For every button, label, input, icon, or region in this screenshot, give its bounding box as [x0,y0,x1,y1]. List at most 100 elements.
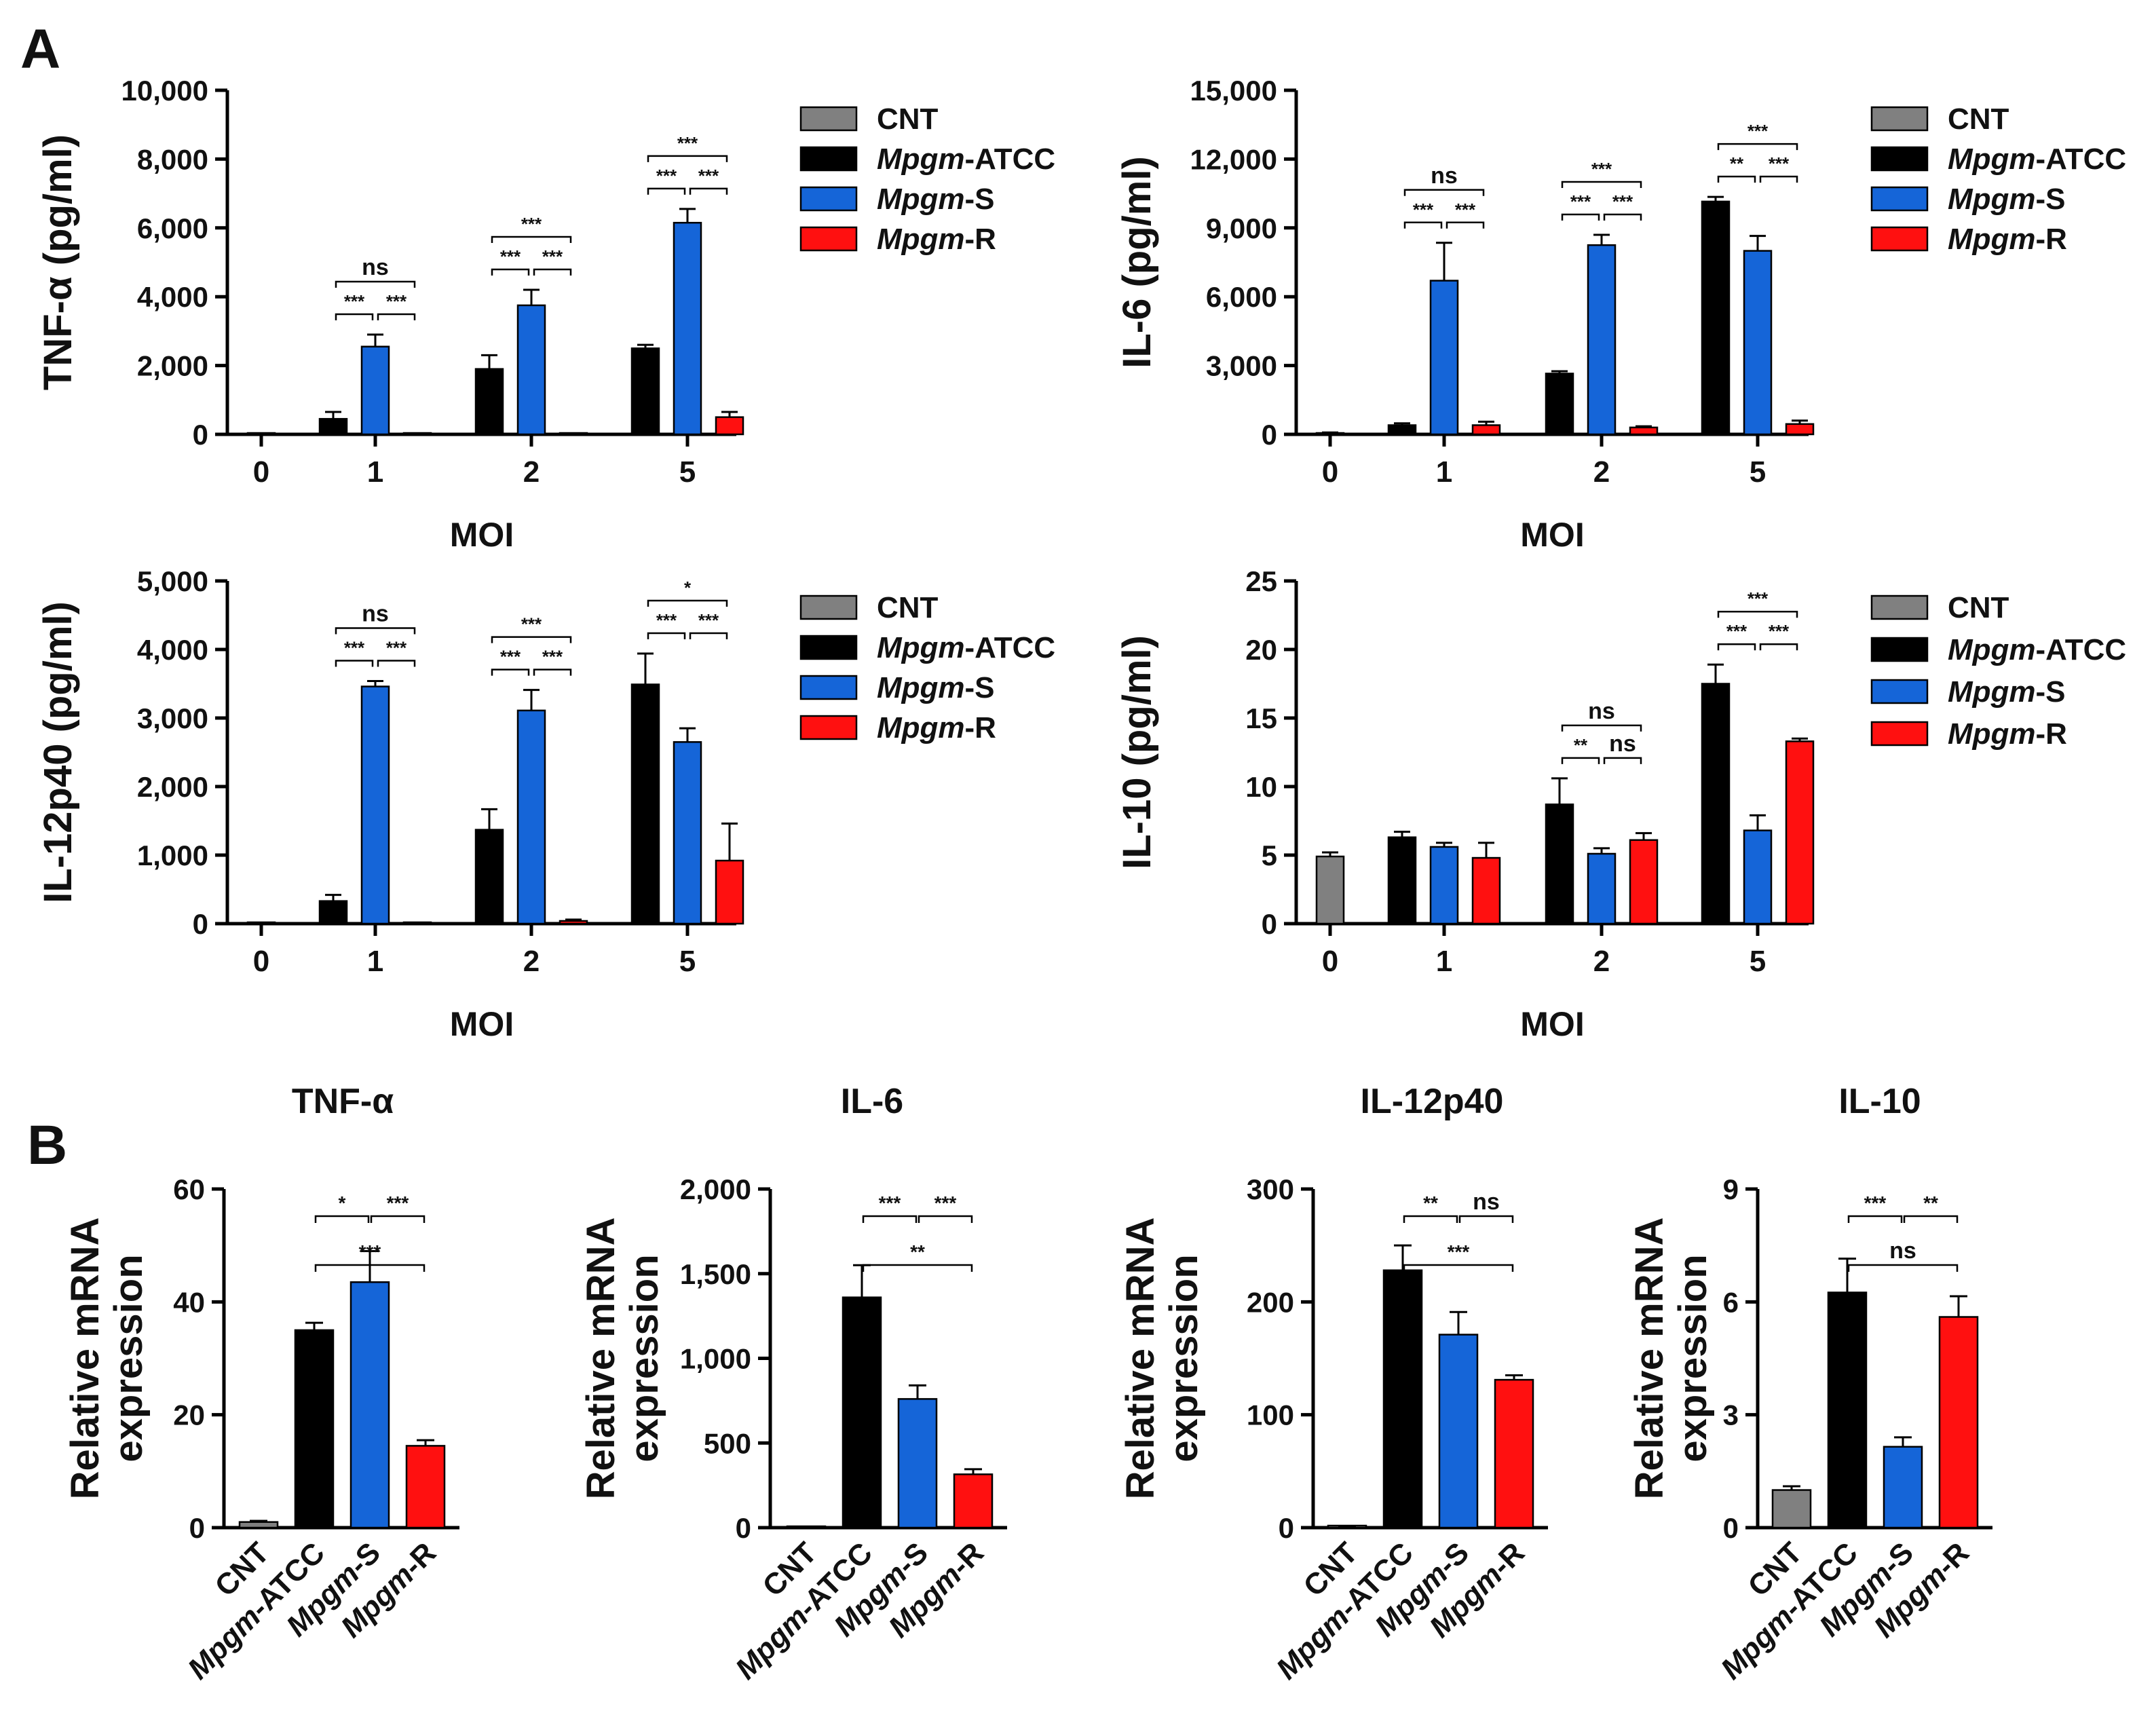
y-tick-label: 0 [1262,908,1277,940]
y-tick-label: 1,000 [680,1343,751,1375]
panel-label-b: B [27,1114,67,1176]
bar-mpgm-r [1785,423,1815,436]
legend-swatch-mpgm-r [799,226,858,252]
y-tick-label: 100 [1247,1399,1294,1431]
bar-cnt [238,1521,279,1529]
legend-label-cnt: CNT [877,102,939,136]
bar-mpgm-atcc [294,1329,335,1529]
legend-swatch-mpgm-atcc [799,146,858,172]
legend-label-mpgm-r: Mpgm-R [877,711,996,744]
chart-b2: IL-6 0 500 1,000 1,500 2,000 Relative mRNAexpr… [579,1082,1007,1686]
bar-mpgm-atcc [1545,804,1574,925]
significance-label: *** [542,246,563,267]
legend-swatch-mpgm-r [1870,226,1929,252]
significance-bracket [1561,213,1600,221]
significance-label: ns [362,601,389,626]
x-tick-label: 5 [1750,455,1766,489]
y-tick-label: 12,000 [1190,143,1277,175]
y-axis-label-line: Relative mRNA [1627,1218,1671,1500]
y-axis-label-line: expression [1162,1254,1206,1462]
y-axis-label-line: Relative mRNA [579,1218,623,1500]
significance-label: ns [362,254,389,280]
bar-mpgm-r [715,859,744,925]
bar-mpgm-atcc [1701,683,1731,925]
panel-label-a: A [20,18,60,80]
legend-label-cnt-part: CNT [877,591,939,624]
significance-bracket [1847,1264,1959,1272]
significance-label: ** [910,1241,925,1262]
legend-label-mpgm-r-part: Mpgm [1948,717,2036,751]
significance-bracket [647,187,686,195]
legend-label-mpgm-r-part: -R [2036,717,2067,751]
y-tick-label: 500 [704,1427,751,1459]
bar-mpgm-s [1429,280,1459,436]
x-tick-label: 2 [1593,945,1610,978]
bar-mpgm-atcc [1387,836,1417,925]
bar-mpgm-atcc [1701,200,1731,436]
legend-label-cnt: CNT [1948,102,2009,136]
significance-bracket [533,268,572,276]
significance-label: * [339,1192,346,1213]
bar-mpgm-s [1438,1334,1479,1529]
y-tick-label: 0 [1262,419,1277,451]
y-axis-label: TNF-α (pg/ml) [36,134,80,390]
legend-label-cnt-part: CNT [1948,591,2009,624]
legend-swatch-mpgm-s [799,186,858,212]
significance-bracket [1446,221,1485,229]
significance-label: ns [1588,698,1615,724]
bar-mpgm-atcc [1545,373,1574,436]
significance-label: ns [1889,1238,1916,1264]
legend-label-mpgm-s: Mpgm-S [877,671,995,704]
legend-swatch-mpgm-s [1870,679,1929,704]
chart-title: TNF-α [292,1082,394,1121]
significance-label: ** [1423,1192,1438,1213]
chart-a3: 0 1,000 2,000 3,000 4,000 5,000 0 1 2 5 IL-12p40 (… [36,565,1055,1043]
significance-bracket [1403,1264,1514,1272]
significance-bracket [647,632,686,640]
legend-label-mpgm-s-part: -S [2036,183,2066,216]
legend-label-mpgm-atcc-part: Mpgm [1948,143,2036,176]
legend-label-mpgm-atcc: Mpgm-ATCC [1948,633,2126,666]
significance-label: *** [1591,159,1612,179]
significance-label: *** [1570,191,1591,212]
y-tick-label: 15 [1245,702,1277,734]
legend-swatch-mpgm-r [799,715,858,740]
bar-mpgm-r [1938,1316,1979,1529]
significance-bracket [314,1264,426,1272]
bar-mpgm-atcc [630,683,660,925]
legend-label-mpgm-atcc: Mpgm-ATCC [877,143,1055,176]
significance-label: *** [656,166,677,186]
y-tick-label: 2,000 [137,771,208,803]
bar-mpgm-atcc [318,900,348,925]
y-tick-label: 10,000 [121,75,208,107]
bar-mpgm-s [1743,250,1773,436]
legend-label-mpgm-r: Mpgm-R [1948,717,2067,751]
bar-mpgm-r [953,1473,994,1529]
significance-bracket [1717,175,1756,183]
significance-bracket [1717,610,1798,618]
legend-label-mpgm-r-part: -R [965,711,996,744]
y-tick-label: 10 [1245,771,1277,803]
y-tick-label: 4,000 [137,634,208,666]
bar-mpgm-atcc [1387,424,1417,436]
significance-label: *** [500,246,521,267]
y-tick-label: 5,000 [137,565,208,597]
y-tick-label: 200 [1247,1286,1294,1318]
y-tick-label: 0 [736,1512,751,1544]
bar-mpgm-s [516,709,546,925]
significance-bracket [1458,1215,1514,1223]
legend-label-mpgm-s: Mpgm-S [877,183,995,216]
significance-label: *** [542,647,563,667]
significance-bracket [862,1215,918,1223]
x-tick-label: 0 [1322,945,1338,978]
significance-label: *** [1769,153,1790,174]
significance-label: ** [1923,1192,1938,1213]
y-tick-label: 20 [173,1399,205,1431]
legend-label-cnt-part: CNT [1948,102,2009,136]
significance-bracket [370,1215,426,1223]
legend-label-mpgm-r-part: Mpgm [1948,223,2036,256]
legend-label-mpgm-atcc-part: -ATCC [2036,633,2127,666]
legend-swatch-mpgm-atcc [1870,146,1929,172]
x-axis-label: MOI [450,1005,514,1043]
